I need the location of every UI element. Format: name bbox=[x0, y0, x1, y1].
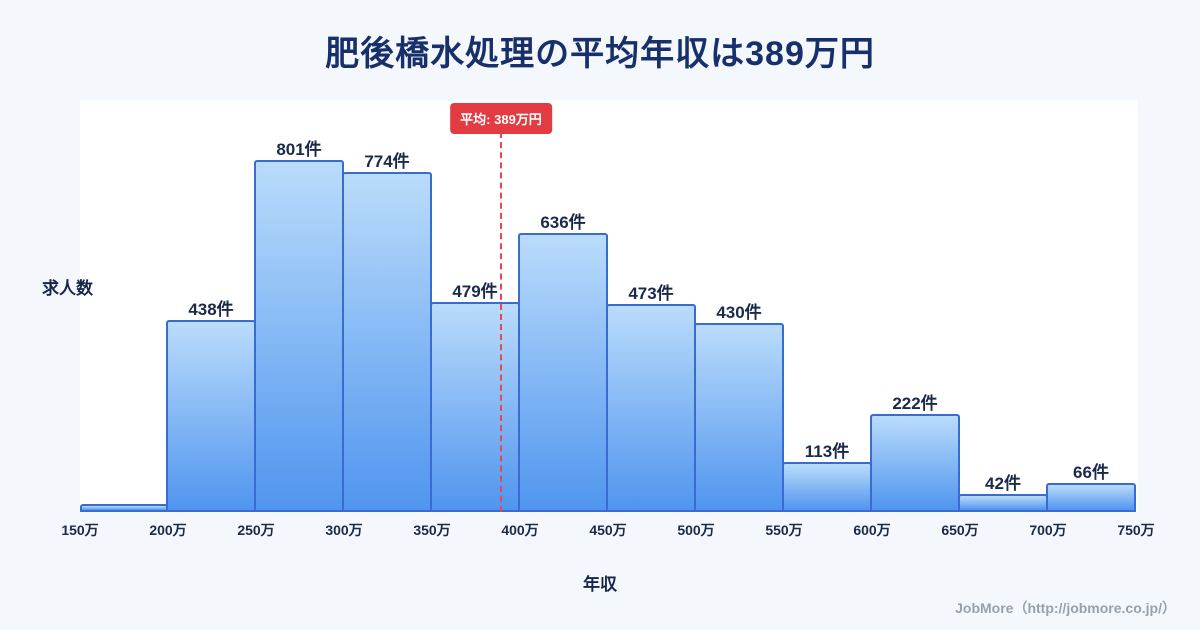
bar-value-label: 438件 bbox=[188, 300, 234, 319]
x-axis-label: 年収 bbox=[583, 575, 617, 594]
histogram-bar: 113件 bbox=[782, 442, 872, 512]
histogram-bar: 430件 bbox=[694, 303, 784, 512]
bar-value-label: 801件 bbox=[276, 140, 322, 159]
histogram-bar: 801件 bbox=[254, 140, 344, 512]
footer-credit: JobMore（http://jobmore.co.jp/） bbox=[955, 600, 1176, 616]
bar-value-label: 42件 bbox=[985, 474, 1021, 493]
bar-value-label: 66件 bbox=[1073, 463, 1109, 482]
histogram-bar: 222件 bbox=[870, 394, 960, 512]
x-axis-tick: 650万 bbox=[941, 522, 979, 538]
x-axis-tick: 500万 bbox=[677, 522, 715, 538]
histogram-bar: 438件 bbox=[166, 300, 256, 512]
histogram-bar: 66件 bbox=[1046, 463, 1136, 512]
average-badge: 平均: 389万円 bbox=[450, 103, 552, 134]
average-line bbox=[500, 132, 502, 512]
bar-value-label: 113件 bbox=[804, 442, 850, 461]
plot-area: 438件 801件 774件 479件 636件 473件 430件 113件 222件 42件 6… bbox=[61, 100, 1155, 538]
x-axis-tick: 600万 bbox=[853, 522, 891, 538]
x-axis-tick: 550万 bbox=[765, 522, 803, 538]
histogram-bar bbox=[80, 504, 168, 512]
x-axis-tick: 150万 bbox=[61, 522, 99, 538]
histogram-bar: 636件 bbox=[518, 213, 608, 512]
bar-value-label: 636件 bbox=[540, 213, 586, 232]
x-axis-tick: 450万 bbox=[589, 522, 627, 538]
x-axis-tick: 300万 bbox=[325, 522, 363, 538]
x-axis-tick: 200万 bbox=[149, 522, 187, 538]
histogram-bar: 42件 bbox=[958, 474, 1048, 512]
x-axis-tick: 750万 bbox=[1117, 522, 1155, 538]
x-axis-tick: 250万 bbox=[237, 522, 275, 538]
x-axis-tick: 700万 bbox=[1029, 522, 1067, 538]
bar-value-label: 774件 bbox=[364, 152, 410, 171]
chart-title: 肥後橋水処理の平均年収は389万円 bbox=[325, 35, 875, 73]
x-axis-tick: 400万 bbox=[501, 522, 539, 538]
bar-value-label: 222件 bbox=[892, 394, 938, 413]
bar-value-label: 479件 bbox=[452, 282, 498, 301]
histogram-bar: 774件 bbox=[342, 152, 432, 512]
bar-value-label: 473件 bbox=[628, 284, 674, 303]
bar-value-label: 430件 bbox=[716, 303, 762, 322]
y-axis-label: 求人数 bbox=[42, 279, 93, 298]
histogram-bar: 473件 bbox=[606, 284, 696, 512]
x-axis-tick: 350万 bbox=[413, 522, 451, 538]
histogram-bar: 479件 bbox=[430, 282, 520, 512]
